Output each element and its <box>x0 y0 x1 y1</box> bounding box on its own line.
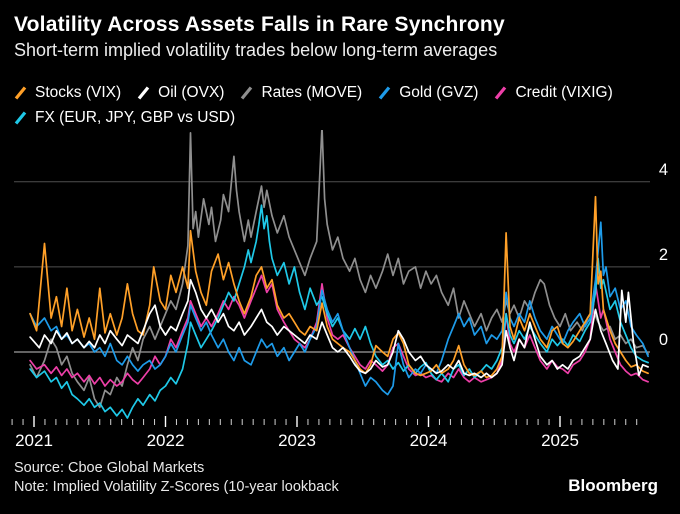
source-text: Source: Cboe Global Markets <box>14 460 205 476</box>
legend-label: Stocks (VIX) <box>35 84 122 101</box>
series-line-rates-move <box>29 130 649 409</box>
note-text: Note: Implied Volatility Z-Scores (10-ye… <box>14 479 339 496</box>
legend-item-oil-ovx: Oil (OVX) <box>137 84 224 102</box>
x-axis-label-2021: 2021 <box>15 431 53 450</box>
chart-canvas: 0 2 4 2021 2022 2023 2024 2025 <box>11 130 668 450</box>
page-title: Volatility Across Assets Falls in Rare S… <box>14 13 505 36</box>
chart-area: 0 2 4 2021 2022 2023 2024 2025 <box>0 130 680 455</box>
credit-vixig-slash-icon <box>495 86 507 100</box>
legend-label: FX (EUR, JPY, GBP vs USD) <box>35 109 236 126</box>
x-tick-group <box>11 416 638 427</box>
legend: Stocks (VIX) Oil (OVX) Rates (MOVE) Gold (G… <box>14 84 670 127</box>
series-group <box>29 130 649 419</box>
x-axis-label-2025: 2025 <box>541 431 579 450</box>
x-axis-label-2022: 2022 <box>147 431 185 450</box>
x-axis-label-2024: 2024 <box>410 431 448 450</box>
y-axis-label-2: 2 <box>659 246 668 264</box>
y-axis-label-4: 4 <box>659 161 668 179</box>
legend-item-credit-vixig: Credit (VIXIG) <box>494 84 613 102</box>
chart-header: Volatility Across Assets Falls in Rare S… <box>14 12 666 61</box>
legend-item-stocks-vix: Stocks (VIX) <box>14 84 121 102</box>
bloomberg-logo: Bloomberg <box>568 476 658 495</box>
gold-gvz-slash-icon <box>378 86 391 100</box>
series-line-oil-ovx <box>29 278 649 379</box>
stocks-vix-slash-icon <box>14 86 27 100</box>
oil-ovx-slash-icon <box>137 86 150 100</box>
legend-item-gold-gvz: Gold (GVZ) <box>378 84 478 102</box>
series-line-credit-vixig <box>29 274 649 387</box>
legend-item-fx: FX (EUR, JPY, GBP vs USD) <box>14 109 235 127</box>
fx-slash-icon <box>14 111 27 125</box>
legend-label: Gold (GVZ) <box>399 84 479 101</box>
series-line-stocks-vix <box>29 195 649 379</box>
legend-label: Rates (MOVE) <box>261 84 363 101</box>
x-axis-label-2023: 2023 <box>278 431 316 450</box>
legend-item-rates-move: Rates (MOVE) <box>240 84 362 102</box>
page-subtitle: Short-term implied volatility trades bel… <box>14 40 498 61</box>
y-axis-label-0: 0 <box>659 331 668 349</box>
series-line-gold-gvz <box>29 221 649 396</box>
legend-label: Credit (VIXIG) <box>515 84 613 101</box>
footer: Source: Cboe Global Markets Note: Implie… <box>14 459 339 497</box>
rates-move-slash-icon <box>241 86 253 100</box>
series-line-fx <box>29 204 649 419</box>
legend-label: Oil (OVX) <box>158 84 225 101</box>
